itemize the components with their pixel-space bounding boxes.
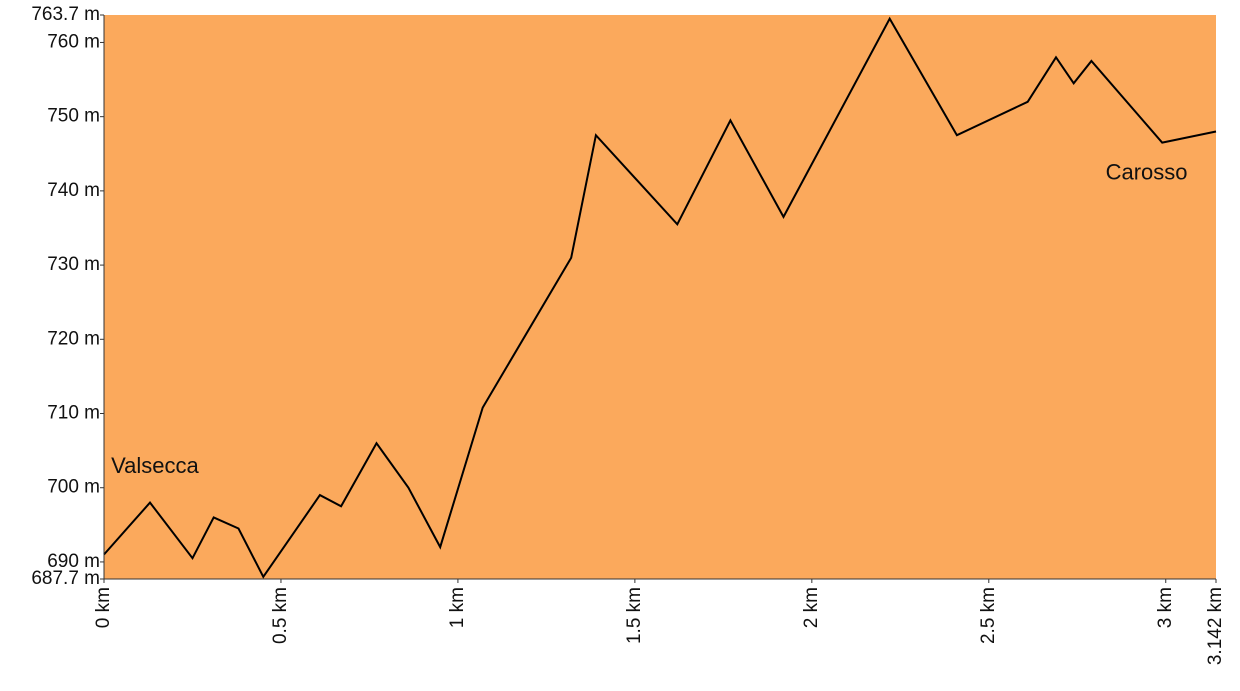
elevation-point [889, 18, 891, 20]
elevation-point [149, 502, 151, 504]
elevation-point [783, 216, 785, 218]
y-tick-label: 720 m [47, 328, 100, 349]
x-tick-label: 2.5 km [978, 587, 999, 644]
elevation-point [1027, 101, 1029, 103]
elevation-point [319, 494, 321, 496]
elevation-point [956, 134, 958, 136]
elevation-point [191, 557, 193, 559]
y-tick-label: 710 m [47, 403, 100, 424]
x-tick-label: 3.142 km [1205, 587, 1226, 665]
elevation-point [340, 505, 342, 507]
elevation-point [262, 576, 264, 578]
elevation-point [595, 134, 597, 136]
y-tick-label: 690 m [47, 551, 100, 572]
place-annotation: Carosso [1106, 160, 1188, 185]
elevation-point [1073, 82, 1075, 84]
elevation-point [729, 119, 731, 121]
y-tick-label: 687.7 m [31, 568, 100, 589]
elevation-point [482, 407, 484, 409]
x-tick-label: 1.5 km [624, 587, 645, 644]
elevation-point [237, 528, 239, 530]
elevation-point [439, 546, 441, 548]
y-tick-label: 760 m [47, 31, 100, 52]
elevation-point [676, 223, 678, 225]
elevation-point [1055, 56, 1057, 58]
plot-area-fill [104, 15, 1216, 579]
y-tick-label: 750 m [47, 106, 100, 127]
elevation-point [407, 487, 409, 489]
place-annotation: Valsecca [111, 453, 199, 478]
elevation-point [1161, 142, 1163, 144]
elevation-point [1090, 60, 1092, 62]
y-tick-label: 700 m [47, 477, 100, 498]
x-tick-label: 0.5 km [270, 587, 291, 644]
elevation-point [570, 257, 572, 259]
x-tick-label: 0 km [93, 587, 114, 628]
elevation-point [376, 442, 378, 444]
elevation-point [1215, 131, 1217, 133]
y-tick-label: 763.7 m [31, 4, 100, 25]
y-tick-label: 730 m [47, 254, 100, 275]
elevation-point [213, 516, 215, 518]
x-tick-label: 1 km [447, 587, 468, 628]
elevation-line [103, 16, 1217, 579]
y-tick-label: 740 m [47, 180, 100, 201]
x-tick-label: 3 km [1155, 587, 1176, 628]
x-tick-label: 2 km [801, 587, 822, 628]
